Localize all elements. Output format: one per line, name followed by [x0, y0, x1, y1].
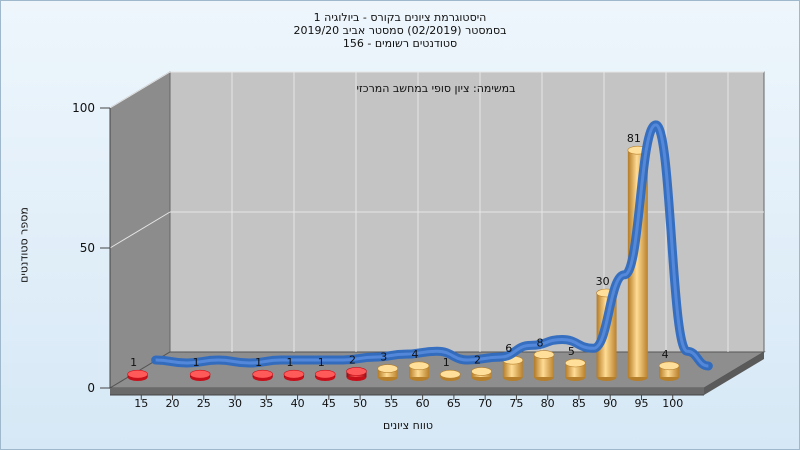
data-label: 4 — [662, 348, 669, 361]
data-label: 1 — [255, 356, 262, 369]
data-labels: 1 1 1 1 1 2 3 4 1 2 6 8 5 30 81 4 — [130, 132, 668, 369]
x-tick-label: 95 — [634, 397, 648, 410]
bar — [189, 369, 211, 381]
x-tick-label: 50 — [353, 397, 367, 410]
data-label: 81 — [627, 132, 641, 145]
bar-top — [565, 358, 586, 368]
bar-top — [252, 369, 273, 379]
bar-top — [314, 369, 336, 379]
bar-top — [471, 367, 492, 376]
bar-top — [346, 367, 367, 376]
bar — [533, 350, 555, 381]
data-label: 5 — [568, 345, 575, 358]
bar — [439, 369, 461, 381]
chart-subtitle-students: סטודנטים רשומים - 156 — [342, 37, 458, 50]
bar-body — [502, 360, 523, 377]
x-axis-ticks: 15 20 25 30 35 40 45 50 55 60 65 70 75 80 85 90 95 100 — [110, 394, 704, 410]
bar — [471, 367, 492, 381]
x-axis-label: טווח ציונים — [383, 419, 433, 432]
bar — [565, 358, 586, 381]
data-label: 6 — [505, 342, 512, 355]
bar — [127, 369, 148, 381]
bar-top — [658, 361, 680, 371]
x-tick-label: 55 — [384, 397, 398, 410]
data-label: 2 — [474, 353, 481, 366]
distribution-curve — [151, 120, 713, 371]
floor-edge — [110, 388, 704, 395]
x-tick-label: 75 — [509, 397, 523, 410]
bar — [283, 369, 305, 381]
x-tick-label: 60 — [416, 397, 430, 410]
data-label: 1 — [193, 356, 200, 369]
bar-top — [189, 369, 211, 379]
data-label: 3 — [380, 351, 387, 364]
bar-body — [534, 354, 555, 377]
curve-highlight — [155, 123, 709, 368]
chart-title: היסטוגרמת ציונים בקורס - ביולוגיה 1 — [313, 11, 487, 24]
x-tick-label: 45 — [322, 397, 336, 410]
data-label: 1 — [286, 356, 293, 369]
x-tick-label: 80 — [541, 397, 555, 410]
bar-body — [659, 365, 680, 377]
bar-top — [439, 369, 461, 379]
chart-titles: היסטוגרמת ציונים בקורס - ביולוגיה 1 בסמס… — [0, 11, 800, 50]
chart-subtitle-semester: בסמסטר (02/2019) סמסטר אביב 2019/20 — [293, 24, 507, 37]
chart-annotation: במשימה: ציון סופי במחשב המרכזי — [356, 82, 515, 95]
x-tick-label: 65 — [447, 397, 461, 410]
bar-top — [127, 369, 148, 379]
x-tick-label: 30 — [228, 397, 242, 410]
bar — [252, 369, 273, 381]
x-tick-label: 100 — [662, 397, 683, 410]
bar — [314, 369, 336, 381]
y-tick-label: 50 — [80, 241, 95, 255]
y-tick-label: 0 — [87, 381, 95, 395]
x-tick-label: 40 — [291, 397, 305, 410]
data-label: 2 — [349, 353, 356, 366]
x-tick-label: 70 — [478, 397, 492, 410]
data-label: 1 — [443, 356, 450, 369]
data-label: 4 — [412, 348, 419, 361]
data-label: 8 — [537, 337, 544, 350]
bar — [377, 364, 399, 381]
y-axis-label: מספר סטודנטים — [17, 207, 31, 283]
grid-lines — [109, 71, 764, 352]
bar — [408, 361, 430, 381]
x-tick-label: 90 — [603, 397, 617, 410]
bar-body — [409, 365, 429, 377]
data-label: 30 — [596, 275, 610, 288]
y-axis-ticks: 0 50 100 — [72, 101, 111, 395]
bar — [346, 367, 367, 381]
x-tick-label: 25 — [197, 397, 211, 410]
x-tick-label: 85 — [572, 397, 586, 410]
data-label: 1 — [318, 356, 325, 369]
bar-top — [408, 361, 430, 371]
bar-top — [283, 369, 305, 379]
y-tick-label: 100 — [72, 101, 95, 115]
grid-line-side — [109, 211, 171, 249]
grid-line-side — [109, 71, 171, 109]
bar-top — [533, 350, 555, 359]
bar-top — [377, 364, 399, 373]
x-tick-label: 20 — [166, 397, 180, 410]
x-tick-label: 15 — [134, 397, 148, 410]
data-label: 1 — [130, 356, 137, 369]
x-tick-label: 35 — [259, 397, 273, 410]
floor-side — [704, 352, 764, 395]
bar — [658, 361, 680, 381]
